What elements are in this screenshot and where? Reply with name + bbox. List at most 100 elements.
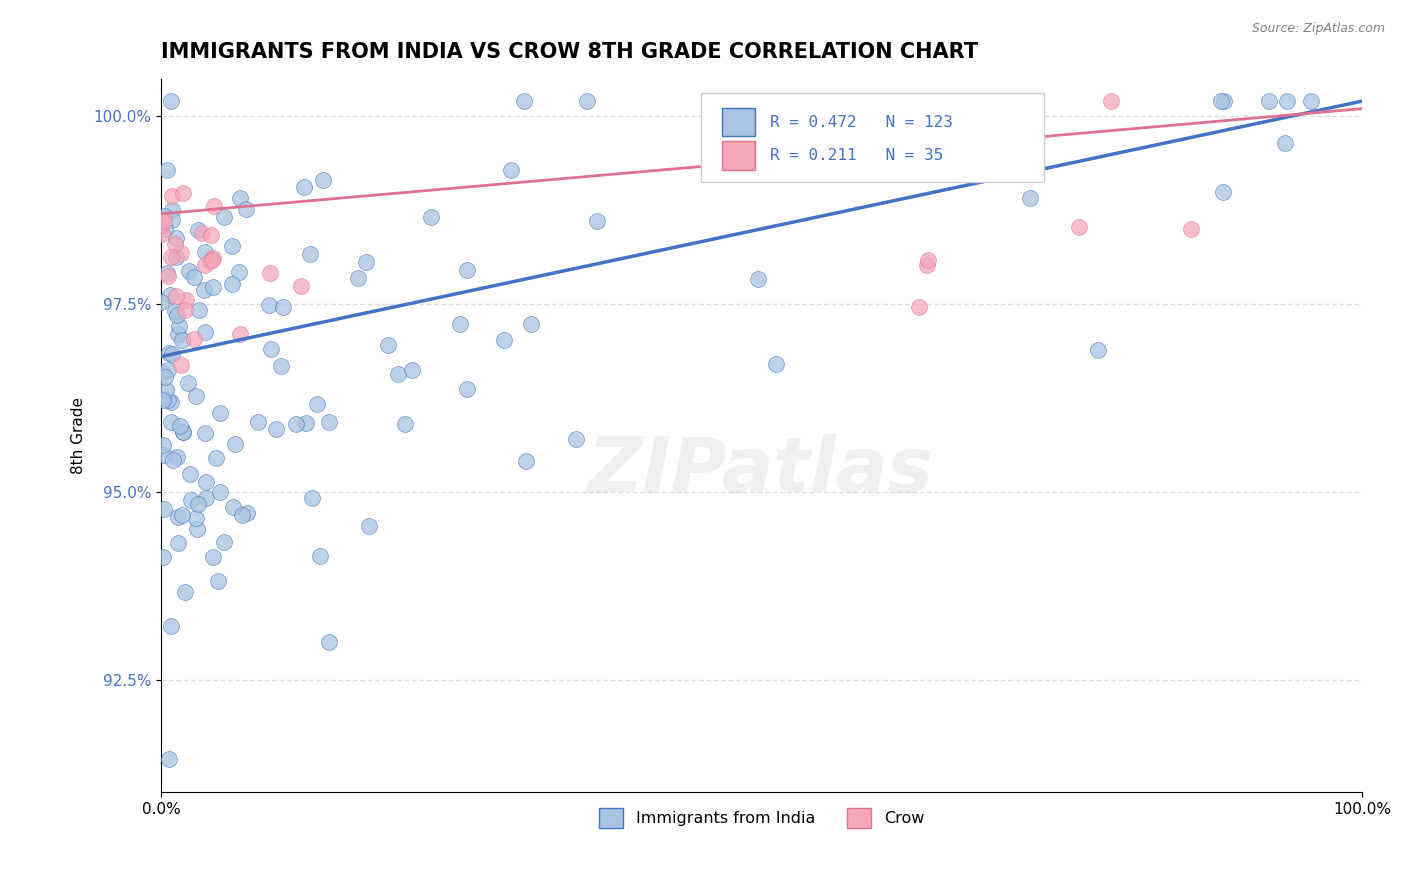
Point <box>492 333 515 347</box>
Point <box>156 266 179 280</box>
Point <box>187 303 209 318</box>
Point <box>184 389 207 403</box>
Point <box>515 454 537 468</box>
Point <box>246 415 269 429</box>
Point <box>1274 136 1296 150</box>
Point <box>170 246 193 260</box>
Point <box>162 453 184 467</box>
Point <box>160 250 183 264</box>
Point <box>153 214 176 228</box>
Point <box>165 304 187 318</box>
Point <box>294 417 316 431</box>
Point <box>212 535 235 549</box>
Point <box>180 493 202 508</box>
Point <box>157 346 180 360</box>
Point <box>1209 94 1232 108</box>
Point <box>309 549 332 563</box>
Point <box>165 237 187 252</box>
Point <box>1180 221 1202 235</box>
Point <box>1301 94 1323 108</box>
Point <box>299 247 322 261</box>
Point <box>174 293 197 307</box>
Point <box>221 239 243 253</box>
Point <box>152 448 174 462</box>
Text: ZIPatlas: ZIPatlas <box>589 434 935 508</box>
Point <box>359 518 381 533</box>
Point <box>157 362 180 376</box>
Point <box>172 425 194 439</box>
Point <box>273 300 295 314</box>
Point <box>356 254 378 268</box>
Point <box>301 491 323 505</box>
Point <box>177 264 200 278</box>
Point <box>377 338 399 352</box>
Point <box>456 382 478 396</box>
Point <box>194 491 217 505</box>
Text: R = 0.211   N = 35: R = 0.211 N = 35 <box>770 148 943 163</box>
Point <box>260 342 283 356</box>
Point <box>183 270 205 285</box>
Point <box>156 162 179 177</box>
Point <box>765 357 787 371</box>
Point <box>973 165 995 179</box>
Point <box>166 450 188 464</box>
Point <box>174 303 197 318</box>
Legend: Immigrants from India, Crow: Immigrants from India, Crow <box>592 802 931 834</box>
Point <box>202 549 225 564</box>
Point <box>153 222 176 236</box>
Point <box>205 450 228 465</box>
Point <box>501 163 523 178</box>
Point <box>312 173 335 187</box>
Point <box>212 210 235 224</box>
Point <box>194 245 217 260</box>
Point <box>155 384 177 398</box>
Point <box>169 418 191 433</box>
Point <box>394 417 416 431</box>
Point <box>586 214 609 228</box>
Point <box>209 406 232 420</box>
Point <box>160 189 183 203</box>
Point <box>449 317 471 331</box>
Point <box>187 223 209 237</box>
Point <box>202 251 225 265</box>
Point <box>977 113 1000 128</box>
Point <box>172 508 194 522</box>
FancyBboxPatch shape <box>721 142 755 170</box>
Point <box>1087 343 1109 357</box>
Point <box>839 118 862 132</box>
Point <box>153 370 176 384</box>
Point <box>193 283 215 297</box>
Point <box>150 218 173 232</box>
Point <box>150 295 173 310</box>
Point <box>157 752 180 766</box>
Text: Source: ZipAtlas.com: Source: ZipAtlas.com <box>1251 22 1385 36</box>
Point <box>983 94 1005 108</box>
Point <box>165 289 187 303</box>
Point <box>200 253 222 268</box>
Point <box>159 288 181 302</box>
Point <box>292 179 315 194</box>
Point <box>162 202 184 217</box>
Point <box>165 250 187 264</box>
Point <box>229 191 252 205</box>
Text: R = 0.472   N = 123: R = 0.472 N = 123 <box>770 115 953 129</box>
Point <box>179 467 201 481</box>
Point <box>207 574 229 588</box>
Point <box>157 268 180 283</box>
Point <box>150 365 173 379</box>
Point <box>1275 94 1298 108</box>
Point <box>1212 94 1234 108</box>
Text: IMMIGRANTS FROM INDIA VS CROW 8TH GRADE CORRELATION CHART: IMMIGRANTS FROM INDIA VS CROW 8TH GRADE … <box>160 42 979 62</box>
Point <box>224 437 246 451</box>
Point <box>194 258 217 272</box>
Point <box>200 227 222 242</box>
Point <box>235 202 257 217</box>
Point <box>160 94 183 108</box>
Point <box>159 395 181 409</box>
Point <box>160 346 183 360</box>
Point <box>228 265 250 279</box>
Point <box>186 522 208 536</box>
Point <box>153 502 176 516</box>
Point <box>1099 94 1122 108</box>
Point <box>172 333 194 347</box>
